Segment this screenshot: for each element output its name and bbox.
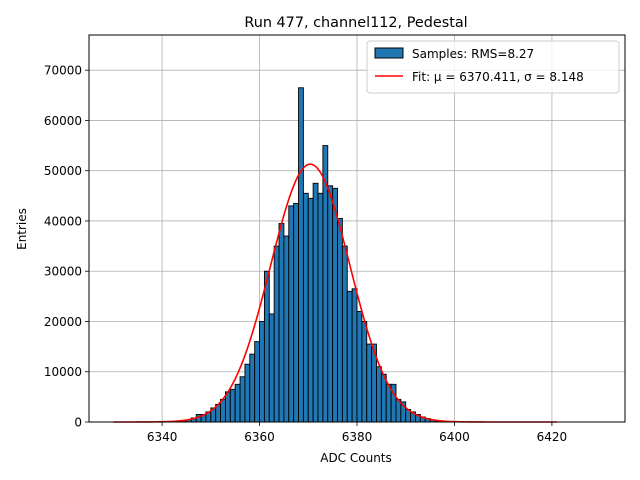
histogram-bar [380,373,387,423]
histogram-bar [254,341,260,423]
legend: Samples: RMS=8.27 Fit: μ = 6370.411, σ =… [366,40,620,94]
histogram-bar [327,185,334,423]
x-axis-ticks: 6340 6360 6380 6400 6420 [147,422,567,444]
legend-histogram-label: Samples: RMS=8.27 [412,47,534,61]
y-axis-ticks: 0 10000 20000 30000 40000 50000 60000 70000 [44,64,89,430]
histogram-bar [239,376,246,423]
y-tick-label: 20000 [44,315,82,329]
histogram-bar [229,388,236,423]
histogram-bar [268,313,275,423]
histogram-bar [273,245,280,423]
histogram-bar [337,217,343,423]
x-tick-label: 6380 [342,430,373,444]
histogram-bar [346,290,353,423]
x-tick-label: 6420 [537,430,568,444]
histogram-bar [224,391,231,423]
y-tick-label: 50000 [44,164,82,178]
x-axis-label: ADC Counts [320,451,392,465]
legend-fit-label: Fit: μ = 6370.411, σ = 8.148 [412,70,584,84]
y-tick-label: 70000 [44,64,82,78]
histogram-bar [293,202,299,423]
histogram-bar [298,87,304,423]
histogram-bar [278,223,285,423]
chart-title: Run 477, channel112, Pedestal [244,15,467,31]
y-axis-label: Entries [15,208,29,250]
histogram-bar [376,366,382,423]
histogram-bar [332,187,338,423]
legend-frame [366,40,620,94]
histogram-bar [283,235,290,423]
histogram-bar [356,310,363,423]
x-tick-label: 6400 [439,430,470,444]
histogram-bar [385,383,392,423]
histogram-bar [361,321,368,423]
histogram-bar [317,192,324,423]
histogram-bar [341,245,348,423]
histogram-bar [259,321,265,423]
x-tick-label: 6340 [147,430,178,444]
histogram-bar [249,353,256,423]
histogram-bar [351,288,358,423]
y-tick-label: 10000 [44,365,82,379]
histogram-bar [312,182,319,423]
histogram-bar [302,192,309,423]
histogram-bar [366,343,373,423]
x-tick-label: 6360 [244,430,275,444]
y-tick-label: 0 [74,416,82,430]
histogram-bar [220,398,226,423]
histogram-bar [234,383,241,423]
legend-histogram-swatch [374,47,404,59]
y-tick-label: 30000 [44,265,82,279]
histogram-bar [244,363,251,423]
y-tick-label: 40000 [44,214,82,228]
histogram-bar [288,205,295,423]
histogram-bar [307,197,314,423]
y-tick-label: 60000 [44,114,82,128]
histogram-bar [263,270,270,423]
